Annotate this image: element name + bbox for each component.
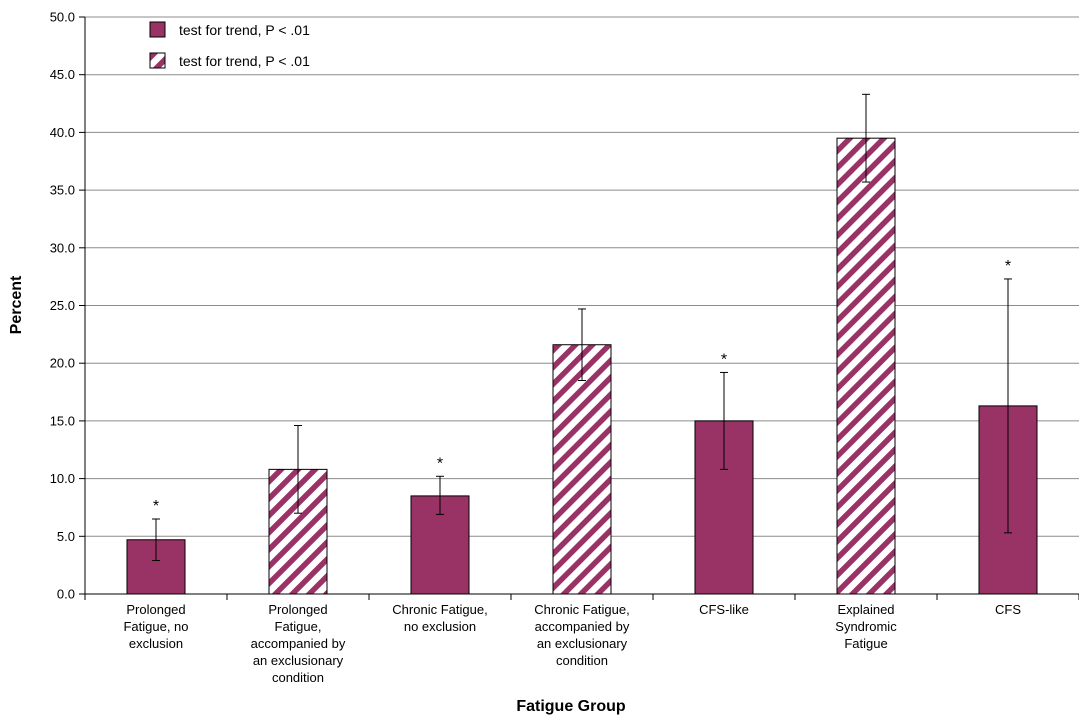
x-category-label-line: Fatigue, no: [123, 619, 188, 634]
x-category-label: Explained Syndromic Fatigue: [835, 602, 897, 651]
x-category-label-line: Chronic Fatigue,: [534, 602, 629, 617]
axes: [79, 16, 1079, 600]
bar: [836, 137, 896, 595]
x-category-label: CFS-like: [699, 602, 749, 617]
y-tick-label: 0.0: [57, 587, 75, 602]
x-category-label-line: Prolonged: [268, 602, 327, 617]
legend-swatch: [149, 21, 166, 38]
x-category-label-line: an exclusionary: [253, 653, 344, 668]
significance-mark: *: [1005, 258, 1011, 275]
bar: [552, 344, 612, 595]
x-axis-title: Fatigue Group: [516, 698, 626, 715]
x-category-label: Prolonged Fatigue, no exclusion: [123, 602, 188, 651]
x-category-label-line: Fatigue,: [275, 619, 322, 634]
y-tick-label: 50.0: [50, 10, 75, 25]
x-category-label-line: Chronic Fatigue,: [392, 602, 487, 617]
x-category-label-line: Syndromic: [835, 619, 897, 634]
y-axis-title: Percent: [8, 275, 25, 334]
gridlines: [85, 16, 1079, 537]
x-category-label-line: no exclusion: [404, 619, 476, 634]
x-category-label: Prolonged Fatigue, accompanied by an exclus…: [251, 602, 346, 685]
error-bars: [152, 93, 1012, 562]
x-category-label-line: Explained: [837, 602, 894, 617]
y-tick-label: 45.0: [50, 67, 75, 82]
y-tick-label: 30.0: [50, 240, 75, 255]
legend-label: test for trend, P < .01: [179, 53, 310, 69]
y-tick-label: 15.0: [50, 413, 75, 428]
y-tick-labels: 0.0 5.0 10.0 15.0 20.0 25.0 30.0 35.0 40.0 45.0 50…: [50, 10, 75, 602]
x-category-labels: Prolonged Fatigue, no exclusion Prolonged Fa…: [123, 602, 1021, 685]
y-tick-label: 5.0: [57, 529, 75, 544]
y-tick-label: 10.0: [50, 471, 75, 486]
significance-marks: * * * *: [153, 258, 1011, 515]
y-tick-label: 40.0: [50, 125, 75, 140]
y-tick-label: 35.0: [50, 183, 75, 198]
significance-mark: *: [153, 498, 159, 515]
legend-swatch: [149, 52, 166, 69]
x-category-label-line: Fatigue: [844, 636, 887, 651]
x-category-label-line: exclusion: [129, 636, 183, 651]
x-category-label-line: accompanied by: [251, 636, 346, 651]
x-category-label: Chronic Fatigue, no exclusion: [392, 602, 487, 634]
significance-mark: *: [721, 351, 727, 368]
x-category-label: CFS: [995, 602, 1021, 617]
x-category-label-line: condition: [556, 653, 608, 668]
y-tick-label: 25.0: [50, 298, 75, 313]
legend: test for trend, P < .01 test for trend, P…: [149, 21, 310, 69]
significance-mark: *: [437, 455, 443, 472]
x-category-label-line: Prolonged: [126, 602, 185, 617]
x-category-label-line: accompanied by: [535, 619, 630, 634]
x-category-label-line: an exclusionary: [537, 636, 628, 651]
x-category-label-line: condition: [272, 670, 324, 685]
x-category-label-line: CFS: [995, 602, 1021, 617]
x-category-label: Chronic Fatigue, accompanied by an exclusi…: [534, 602, 630, 668]
x-category-label-line: CFS-like: [699, 602, 749, 617]
legend-label: test for trend, P < .01: [179, 22, 310, 38]
y-tick-label: 20.0: [50, 356, 75, 371]
